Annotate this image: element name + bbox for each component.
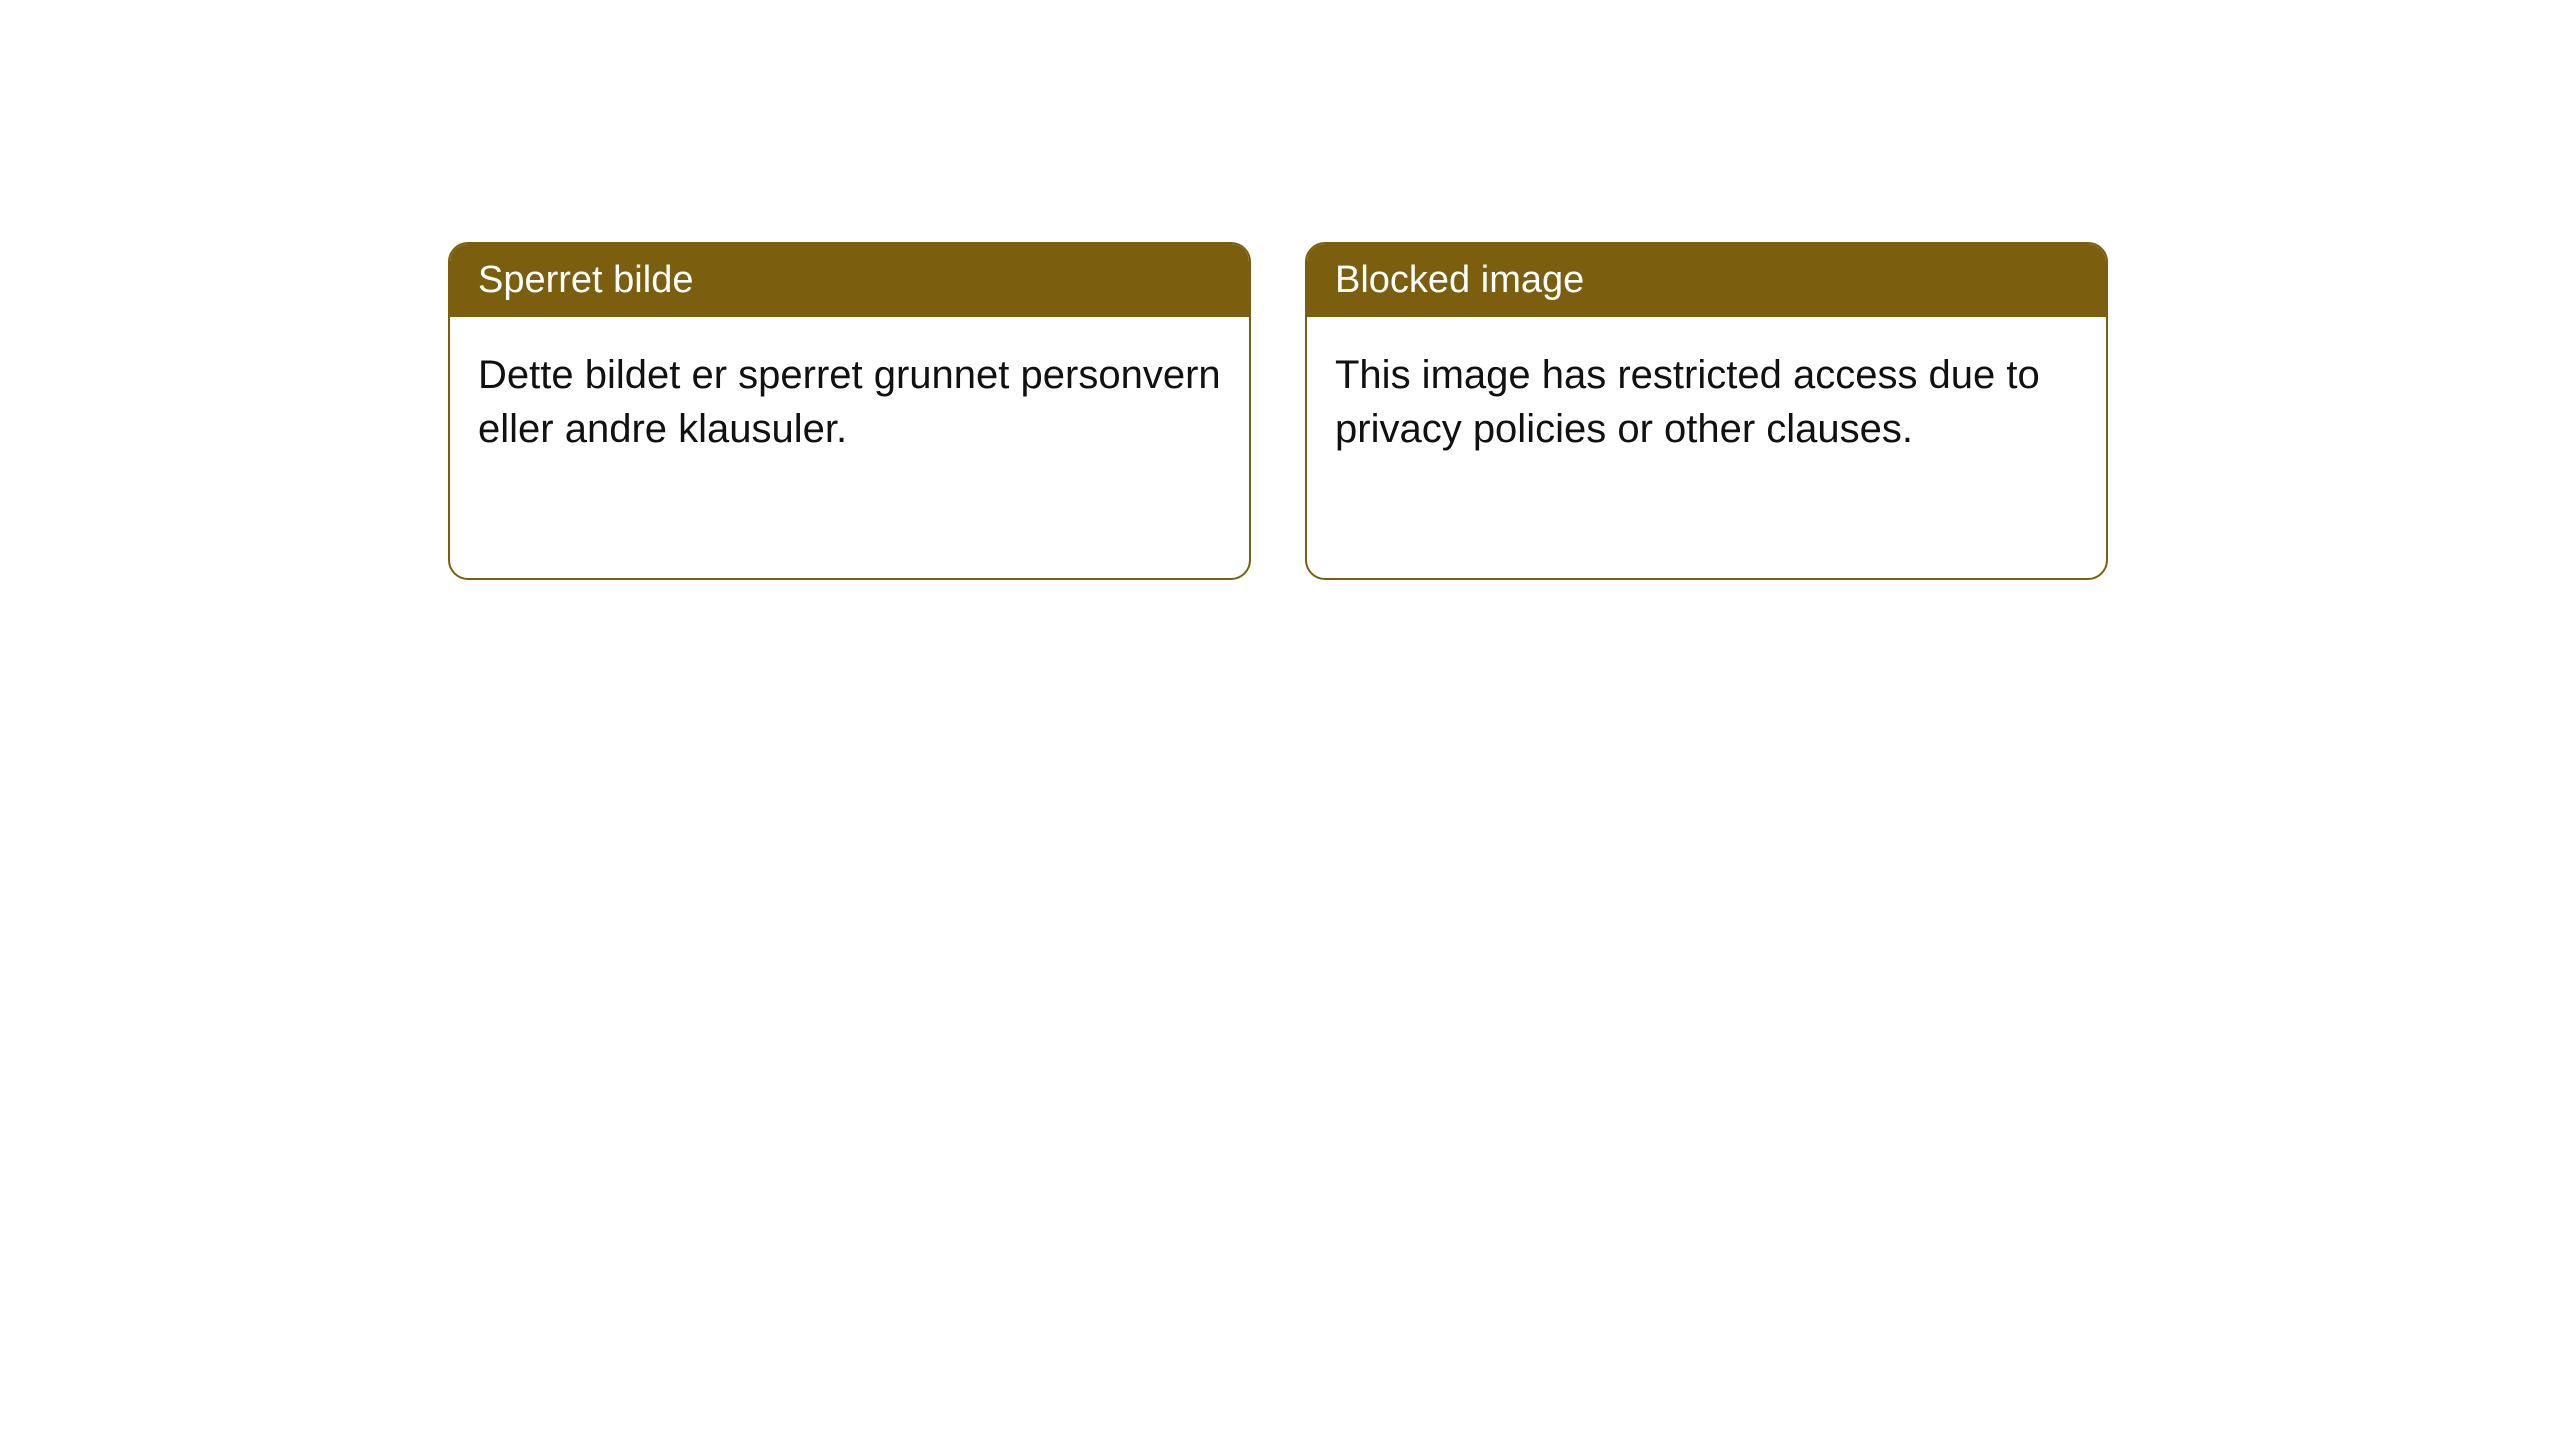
- card-header-english: Blocked image: [1307, 244, 2106, 317]
- blocked-image-card-norwegian: Sperret bilde Dette bildet er sperret gr…: [448, 242, 1251, 580]
- cards-container: Sperret bilde Dette bildet er sperret gr…: [0, 0, 2560, 580]
- card-header-norwegian: Sperret bilde: [450, 244, 1249, 317]
- blocked-image-card-english: Blocked image This image has restricted …: [1305, 242, 2108, 580]
- card-body-english: This image has restricted access due to …: [1307, 317, 2106, 487]
- card-body-norwegian: Dette bildet er sperret grunnet personve…: [450, 317, 1249, 487]
